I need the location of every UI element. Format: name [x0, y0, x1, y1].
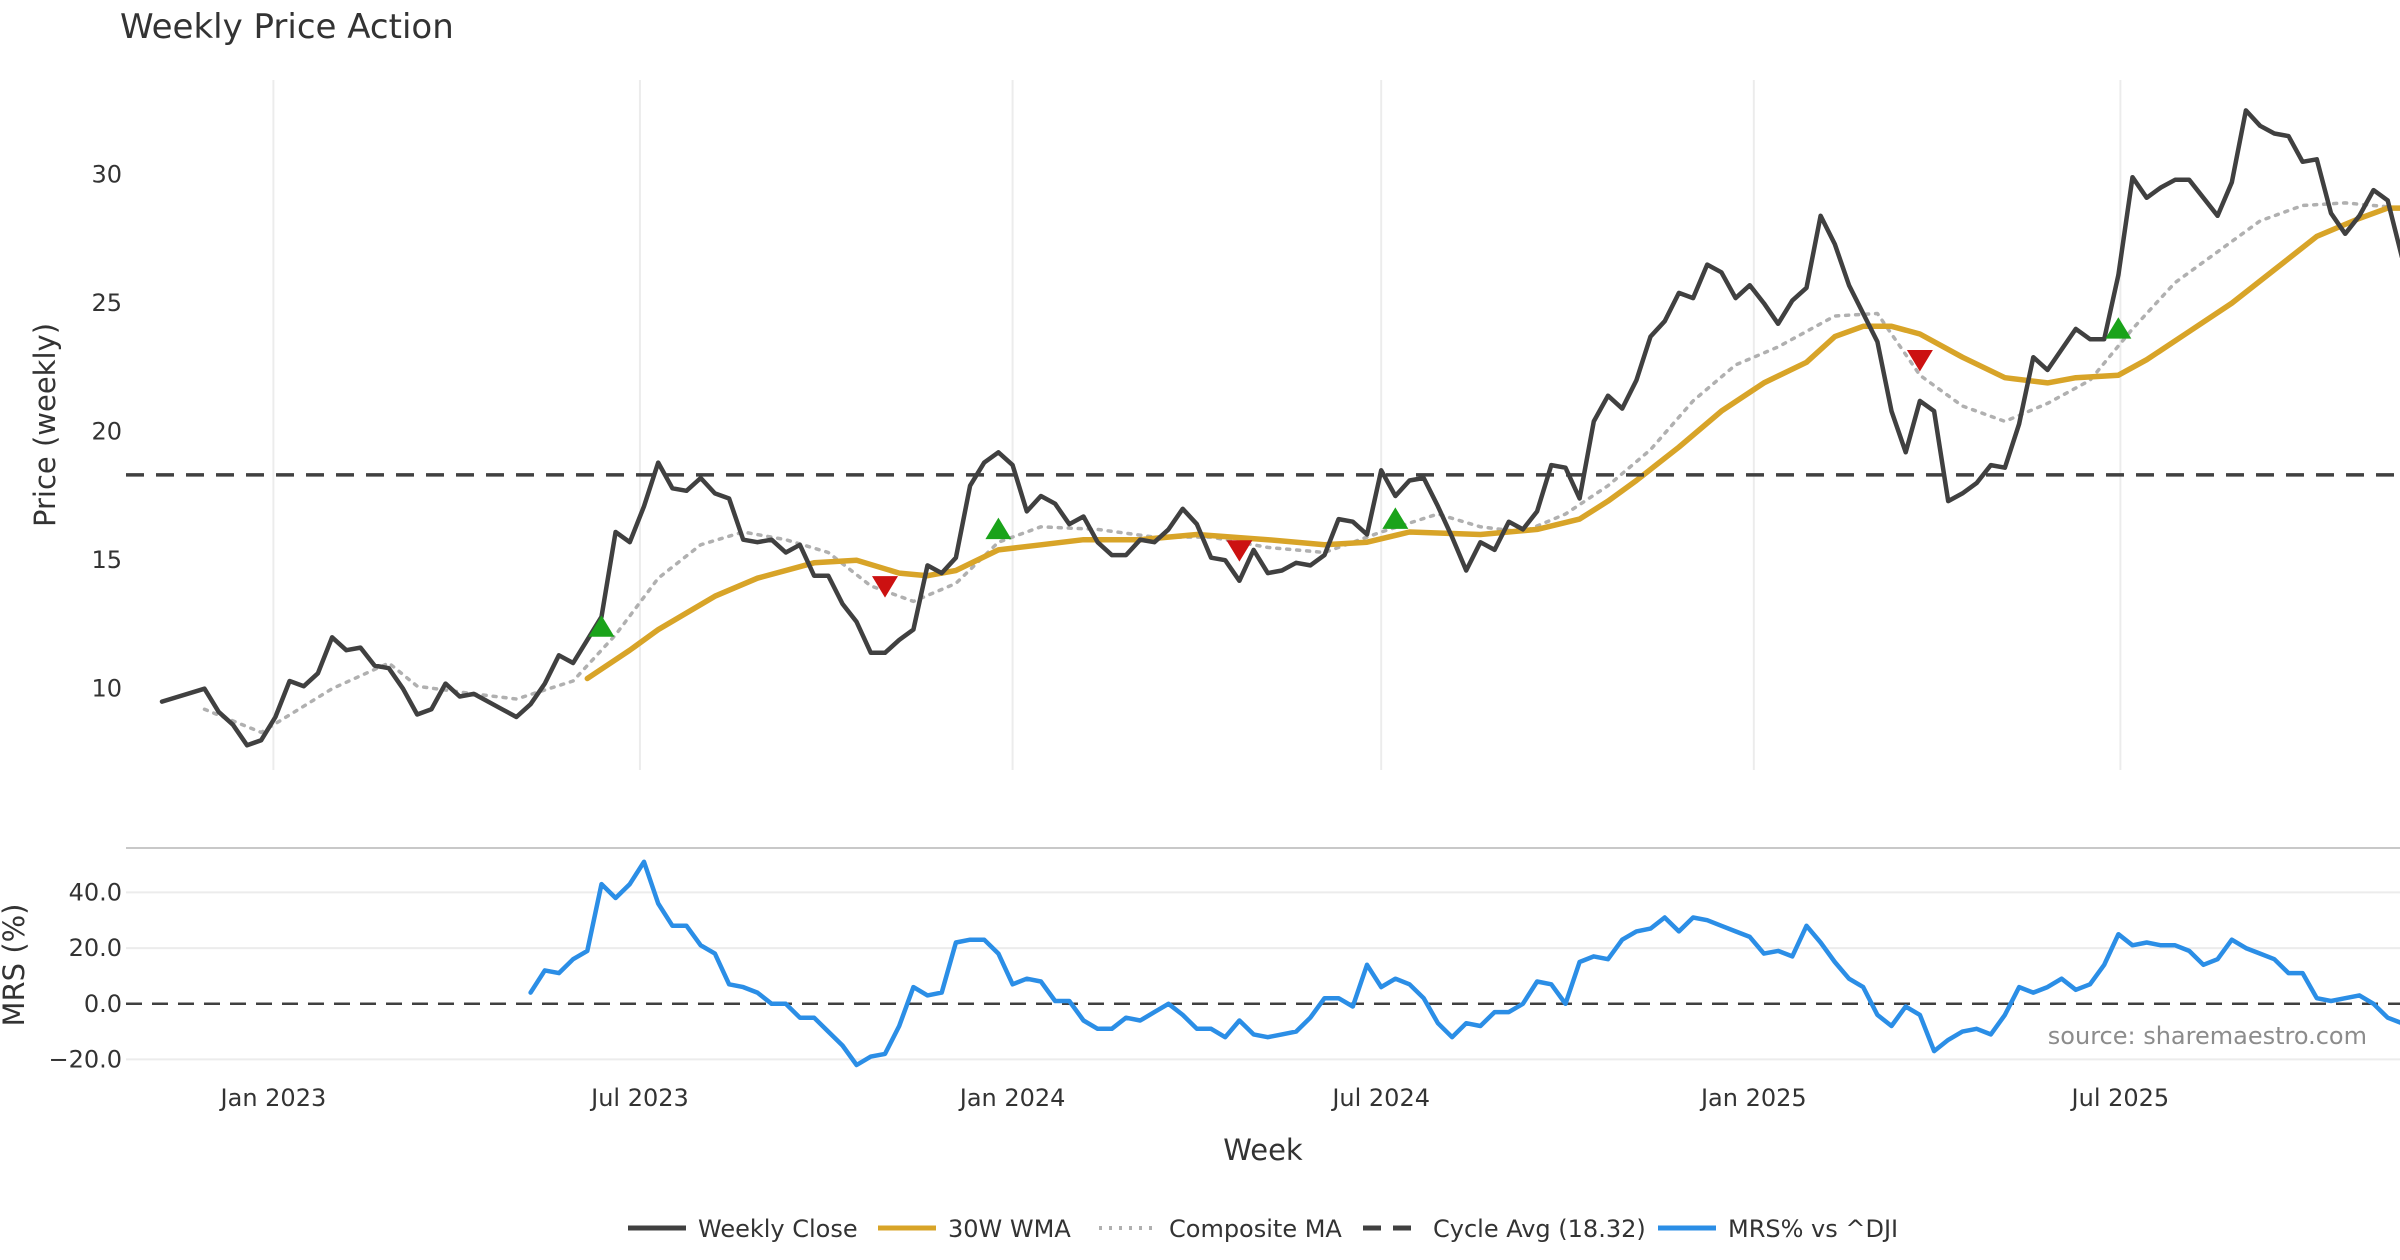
x-tick-label: Jan 2023	[219, 1084, 327, 1112]
price-y-tick-label: 15	[91, 546, 122, 574]
legend-item: Composite MA	[1099, 1215, 1342, 1243]
legend-item: 30W WMA	[878, 1215, 1071, 1243]
legend: Weekly Close 30W WMA Composite MA Cycle Avg…	[628, 1215, 1898, 1243]
buy-signal-marker	[2105, 317, 2132, 339]
x-tick-label: Jan 2024	[958, 1084, 1066, 1112]
mrs-y-axis-label: MRS (%)	[0, 904, 31, 1027]
legend-item: Weekly Close	[628, 1215, 858, 1243]
buy-signal-marker	[588, 615, 615, 637]
mrs-panel: −20.0 0.0 20.0 40.0 MRS (%) source: sharema…	[0, 859, 2400, 1073]
series-line-composite-ma	[202, 201, 2400, 735]
mrs-grid	[126, 891, 2400, 1061]
legend-item: MRS% vs ^DJI	[1658, 1215, 1898, 1243]
price-y-axis: 10 15 20 25 30	[91, 161, 122, 703]
legend-label: MRS% vs ^DJI	[1728, 1215, 1898, 1243]
buy-signal-marker	[985, 517, 1012, 540]
mrs-series	[528, 859, 2400, 1068]
price-panel: 10 15 20 25 30 Price (weekly)	[28, 80, 2400, 770]
legend-label: Cycle Avg (18.32)	[1433, 1215, 1646, 1243]
buy-signal-marker	[1382, 507, 1409, 529]
x-tick-label: Jan 2025	[1699, 1084, 1807, 1112]
series-line-weekly-close	[159, 108, 2400, 748]
series-line-30w-wma	[584, 205, 2400, 682]
x-tick-label: Jul 2024	[1330, 1084, 1430, 1112]
x-tick-label: Jul 2025	[2070, 1084, 2170, 1112]
legend-label: Composite MA	[1169, 1215, 1342, 1243]
mrs-y-axis: −20.0 0.0 20.0 40.0	[48, 878, 122, 1073]
x-axis: Jan 2023 Jul 2023 Jan 2024 Jul 2024 Jan 2025…	[219, 1084, 2170, 1112]
x-axis-label: Week	[1223, 1133, 1303, 1167]
chart-title: Weekly Price Action	[120, 7, 454, 47]
price-y-tick-label: 25	[91, 289, 122, 317]
legend-item: Cycle Avg (18.32)	[1363, 1215, 1646, 1243]
mrs-y-tick-label: 40.0	[69, 878, 122, 906]
series-line-mrs-vs-dji	[528, 859, 2400, 1068]
source-note: source: sharemaestro.com	[2048, 1022, 2367, 1050]
legend-label: 30W WMA	[948, 1215, 1071, 1243]
sell-signal-marker	[872, 576, 898, 598]
price-y-axis-label: Price (weekly)	[28, 323, 62, 527]
legend-label: Weekly Close	[698, 1215, 858, 1243]
mrs-y-tick-label: 20.0	[69, 934, 122, 962]
price-grid	[272, 80, 2122, 770]
mrs-y-tick-label: −20.0	[48, 1045, 122, 1073]
mrs-y-tick-label: 0.0	[84, 990, 122, 1018]
sell-signal-marker	[1226, 540, 1253, 562]
sell-signal-marker	[1906, 349, 1933, 372]
price-y-tick-label: 30	[91, 161, 122, 189]
price-series	[126, 108, 2400, 748]
x-tick-label: Jul 2023	[589, 1084, 689, 1112]
signal-markers	[588, 317, 2132, 637]
price-y-tick-label: 20	[91, 418, 122, 446]
price-y-tick-label: 10	[91, 675, 122, 703]
